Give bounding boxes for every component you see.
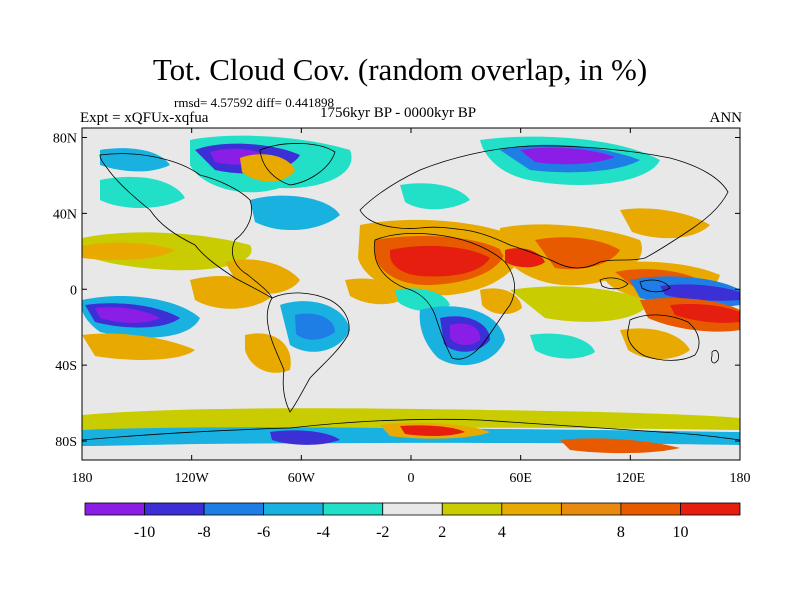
lon-tick-label: 60E (509, 471, 532, 486)
colorbar-label: -2 (376, 524, 389, 541)
eurasia-outline (359, 145, 729, 269)
colorbar-label: 8 (617, 524, 625, 541)
amazon-negative-core (295, 313, 335, 340)
latitude-axis: 80N 40N 0 40S 80S (53, 131, 740, 450)
lat-tick-label: 80N (53, 131, 77, 146)
antarctic-negative-patch (270, 430, 340, 445)
gulf-guinea-negative (395, 288, 450, 312)
map-field (82, 128, 740, 460)
colorbar-swatch (263, 502, 324, 516)
lon-tick-label: 120E (616, 471, 646, 486)
atlantic-equatorial-positive (345, 278, 405, 305)
colorbar-swatch (501, 502, 562, 516)
arabia-positive-core (505, 248, 545, 268)
period-label: 1756kyr BP - 0000kyr BP (320, 105, 477, 121)
colorbar: -10 -8 -6 -4 -2 2 4 8 10 (84, 502, 741, 541)
south-pacific-convergence-core (670, 303, 740, 323)
lat-tick-label: 80S (55, 435, 77, 450)
colorbar-swatch (560, 502, 622, 516)
lon-tick-label: 0 (408, 471, 415, 486)
colorbar-swatch (322, 502, 384, 516)
colorbar-swatch (441, 502, 503, 516)
coastlines (81, 143, 741, 441)
season-label: ANN (709, 110, 743, 126)
greenland-outline (259, 143, 336, 186)
indian-ocean-positive (510, 286, 650, 322)
colorbar-label: 4 (498, 524, 506, 541)
australia-outline (627, 314, 700, 361)
siberia-strong-core (520, 147, 615, 165)
india-positive-core (535, 237, 620, 270)
colorbar-swatch (680, 502, 741, 516)
lat-tick-label: 40S (55, 359, 77, 374)
lon-tick-label: 180 (72, 471, 93, 486)
lon-tick-label: 180 (730, 471, 751, 486)
east-asia-positive (620, 208, 710, 239)
greenland-positive-patch (240, 154, 295, 182)
east-africa-positive (480, 288, 522, 315)
map-title: Tot. Cloud Cov. (random overlap, in %) (152, 52, 648, 87)
new-zealand-outline (711, 350, 719, 364)
south-pacific-positive (82, 333, 195, 360)
colorbar-label: -10 (134, 524, 155, 541)
antarctica-outline (81, 418, 741, 441)
africa-outline (373, 232, 515, 360)
europe-negative (400, 183, 470, 210)
colorbar-swatch (620, 502, 681, 516)
colorbar-swatch (144, 502, 205, 516)
southern-africa-strong-core (450, 323, 481, 346)
indian-ocean-south-negative (530, 333, 595, 359)
colorbar-swatch (203, 502, 265, 516)
colorbar-label: 10 (672, 524, 688, 541)
colorbar-swatch (382, 502, 443, 516)
south-america-positive (245, 333, 291, 373)
tropical-pacific-positive (190, 276, 270, 309)
antarctic-coastal-positive (560, 438, 680, 454)
lon-tick-label: 120W (175, 471, 210, 486)
experiment-label: Expt = xQFUx-xqfua (80, 110, 209, 126)
colorbar-label: -8 (197, 524, 210, 541)
south-america-outline (266, 292, 350, 413)
colorbar-swatch (84, 502, 145, 516)
rmsd-diff-stats: rmsd= 4.57592 diff= 0.441898 (174, 95, 334, 110)
north-pacific-positive-core (82, 242, 175, 260)
colorbar-label: 2 (438, 524, 446, 541)
colorbar-label: -4 (317, 524, 330, 541)
north-atlantic-negative (250, 195, 340, 231)
southeast-pacific-strong-core (95, 307, 160, 323)
antarctic-strong-patch (400, 425, 465, 437)
sahara-positive-core (390, 245, 490, 277)
lat-tick-label: 40N (53, 207, 77, 222)
lon-tick-label: 60W (288, 471, 316, 486)
west-pacific-strong-core (660, 284, 740, 301)
lat-tick-label: 0 (70, 283, 77, 298)
longitude-axis: 180 120W 60W 0 60E 120E 180 (72, 128, 751, 486)
colorbar-label: -6 (257, 524, 270, 541)
north-america-outline (99, 153, 273, 300)
maritime-outline (599, 277, 671, 293)
